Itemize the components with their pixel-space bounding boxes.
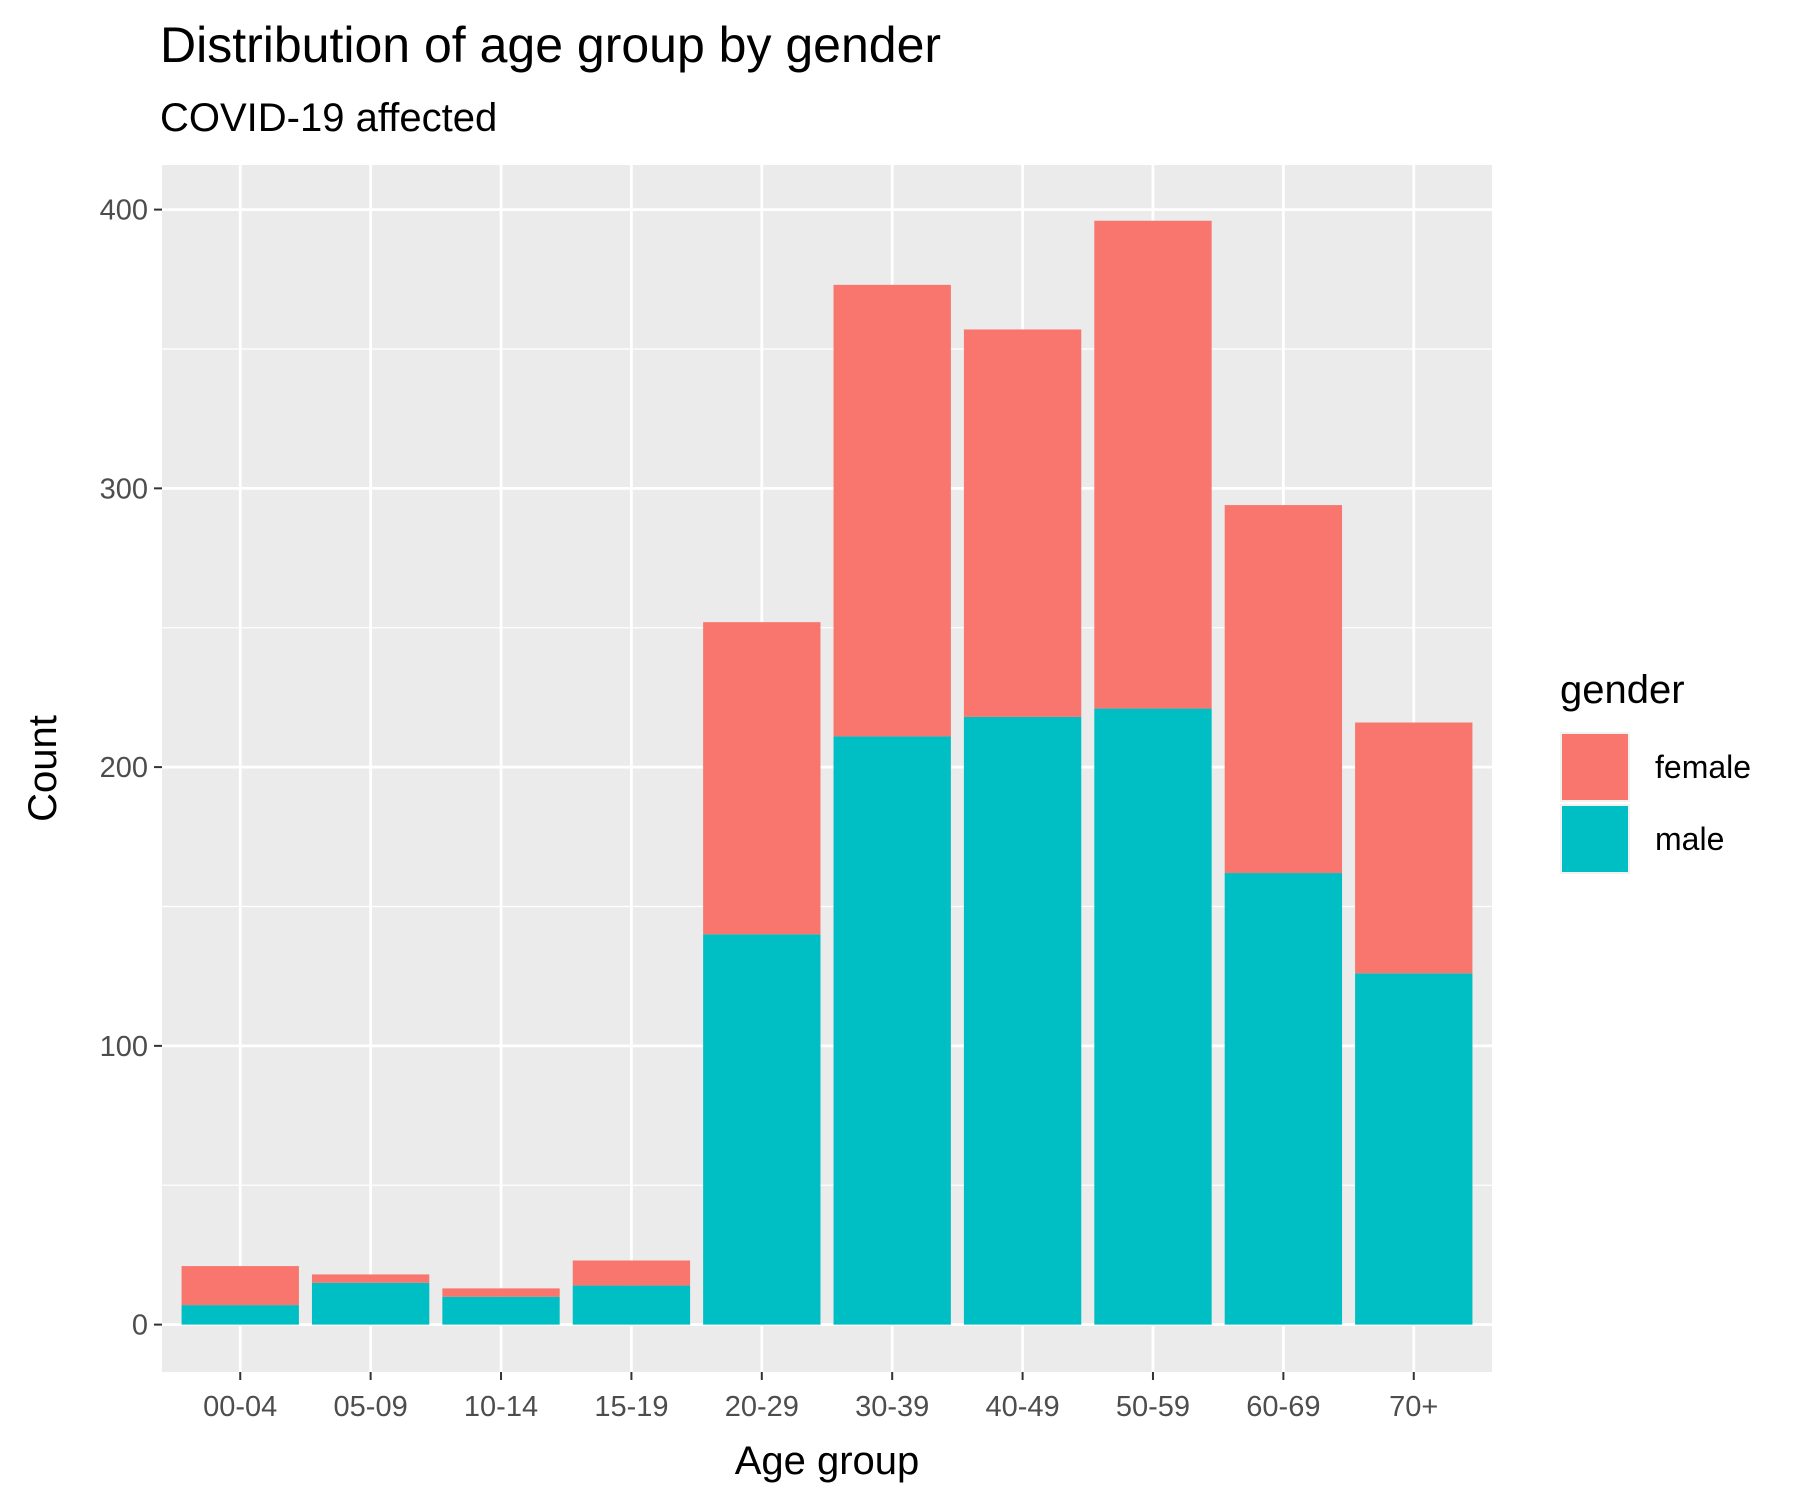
bar-female-40-49 (963, 329, 1082, 717)
y-tick-label: 300 (100, 473, 148, 505)
bar-male-15-19 (572, 1285, 691, 1325)
bar-female-30-39 (833, 284, 951, 737)
bar-male-60-69 (1224, 873, 1343, 1325)
chart-title: Distribution of age group by gender (160, 17, 941, 73)
x-tick-label: 50-59 (1116, 1391, 1190, 1423)
legend: gender female male (1560, 668, 1751, 874)
y-tick-label: 200 (100, 752, 148, 784)
bar-male-30-39 (833, 736, 951, 1325)
bar-female-70+ (1355, 722, 1473, 974)
bar-male-05-09 (311, 1282, 430, 1325)
y-tick-label: 0 (132, 1310, 148, 1342)
legend-label-female: female (1655, 749, 1751, 785)
x-tick-label: 40-49 (986, 1391, 1060, 1423)
x-tick-label: 60-69 (1246, 1391, 1320, 1423)
x-tick-label: 30-39 (855, 1391, 929, 1423)
x-tick-label: 70+ (1389, 1391, 1438, 1423)
x-tick-label: 20-29 (725, 1391, 799, 1423)
bar-male-70+ (1355, 973, 1473, 1325)
bar-male-10-14 (442, 1296, 560, 1325)
y-tick-label: 100 (100, 1031, 148, 1063)
bar-male-20-29 (703, 934, 821, 1325)
legend-title: gender (1560, 668, 1685, 712)
bar-female-00-04 (181, 1266, 299, 1306)
chart-subtitle: COVID-19 affected (160, 96, 497, 140)
legend-swatch-female (1562, 734, 1628, 800)
x-axis-title: Age group (735, 1439, 920, 1483)
bar-male-40-49 (963, 716, 1082, 1325)
legend-label-male: male (1655, 821, 1724, 857)
x-tick-label: 00-04 (203, 1391, 277, 1423)
x-axis: 00-04 05-09 10-14 15-19 20-29 30-39 40-49 50-59… (203, 1372, 1438, 1423)
bar-female-50-59 (1094, 220, 1212, 709)
legend-items: female male (1560, 732, 1751, 874)
bar-male-50-59 (1094, 708, 1212, 1325)
x-tick-label: 10-14 (464, 1391, 538, 1423)
y-axis: 0 100 200 300 400 (100, 195, 162, 1342)
x-tick-label: 05-09 (334, 1391, 408, 1423)
bar-female-15-19 (572, 1260, 691, 1286)
y-axis-title: Count (21, 715, 65, 822)
bar-male-00-04 (181, 1305, 299, 1325)
y-tick-label: 400 (100, 195, 148, 227)
bar-female-60-69 (1224, 505, 1343, 874)
bars (181, 220, 1473, 1325)
legend-swatch-male (1562, 806, 1628, 872)
bar-female-10-14 (442, 1288, 560, 1297)
x-tick-label: 15-19 (594, 1391, 668, 1423)
bar-female-05-09 (311, 1274, 430, 1283)
bar-female-20-29 (703, 622, 821, 935)
